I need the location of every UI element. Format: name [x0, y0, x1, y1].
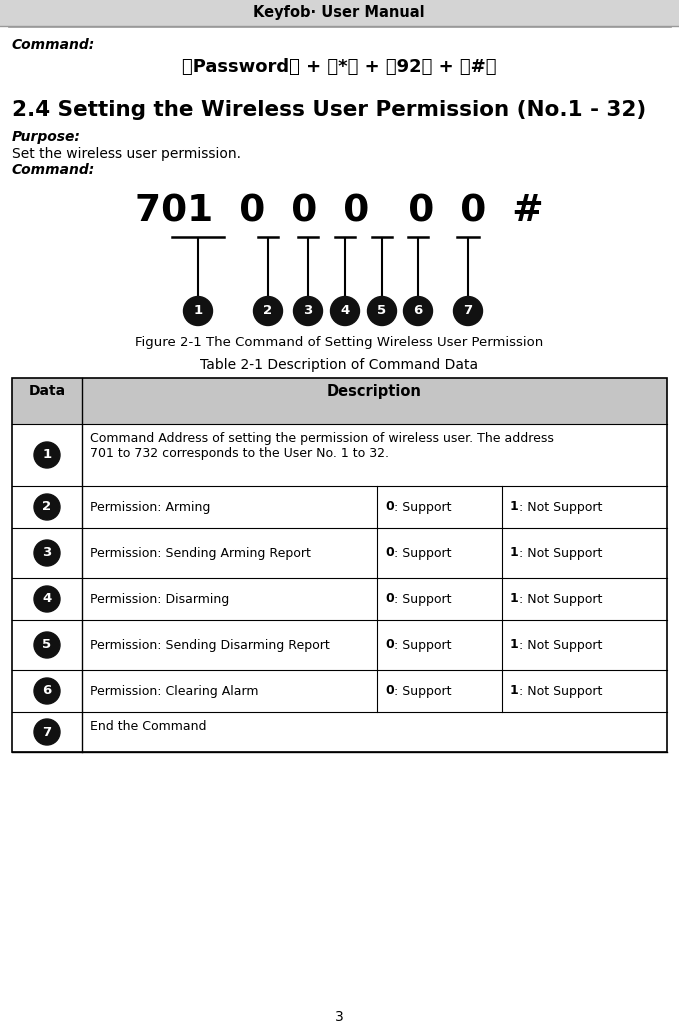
Text: : Support: : Support [394, 592, 452, 605]
Text: : Not Support: : Not Support [519, 592, 602, 605]
Text: 0: 0 [385, 592, 394, 605]
Circle shape [253, 297, 282, 325]
Circle shape [34, 678, 60, 704]
Text: 5: 5 [42, 638, 52, 652]
Text: 0: 0 [385, 547, 394, 559]
Text: 2: 2 [42, 501, 52, 513]
Text: 0: 0 [385, 638, 394, 652]
Text: 7: 7 [464, 305, 473, 317]
Bar [0, 0, 679, 26]
Text: 3: 3 [42, 547, 52, 559]
Circle shape [34, 540, 60, 566]
Text: : Not Support: : Not Support [519, 684, 602, 698]
Circle shape [34, 442, 60, 468]
Text: 0: 0 [385, 684, 394, 698]
Text: Table 2-1 Description of Command Data: Table 2-1 Description of Command Data [200, 358, 478, 372]
Circle shape [34, 632, 60, 658]
Text: 7: 7 [42, 725, 52, 739]
Circle shape [403, 297, 433, 325]
Circle shape [183, 297, 213, 325]
Text: 1: 1 [510, 501, 519, 513]
Text: 1: 1 [510, 638, 519, 652]
Text: Permission: Sending Disarming Report: Permission: Sending Disarming Report [90, 638, 330, 652]
Text: 【Password】 + 【*】 + 【92】 + 【#】: 【Password】 + 【*】 + 【92】 + 【#】 [182, 58, 496, 76]
Text: Permission: Clearing Alarm: Permission: Clearing Alarm [90, 684, 259, 698]
Text: Data: Data [29, 384, 66, 398]
Text: : Support: : Support [394, 684, 452, 698]
Text: : Not Support: : Not Support [519, 501, 602, 513]
Text: 1: 1 [194, 305, 202, 317]
Circle shape [34, 494, 60, 520]
Text: 3: 3 [335, 1010, 344, 1024]
Text: End the Command: End the Command [90, 720, 206, 733]
Text: Figure 2-1 The Command of Setting Wireless User Permission: Figure 2-1 The Command of Setting Wirele… [135, 336, 543, 349]
Text: Description: Description [327, 384, 422, 399]
Text: Command:: Command: [12, 38, 95, 52]
Bar [12, 378, 667, 424]
Circle shape [34, 719, 60, 745]
Text: : Support: : Support [394, 547, 452, 559]
Text: : Support: : Support [394, 638, 452, 652]
Text: Permission: Disarming: Permission: Disarming [90, 592, 230, 605]
Text: 6: 6 [42, 684, 52, 698]
Text: : Not Support: : Not Support [519, 547, 602, 559]
Text: 3: 3 [304, 305, 312, 317]
Circle shape [367, 297, 397, 325]
Text: 1: 1 [510, 684, 519, 698]
Text: 4: 4 [42, 592, 52, 605]
Text: 6: 6 [414, 305, 422, 317]
Circle shape [293, 297, 323, 325]
Text: 4: 4 [340, 305, 350, 317]
Text: 0: 0 [385, 501, 394, 513]
Text: 1: 1 [42, 448, 52, 462]
Text: Keyfob· User Manual: Keyfob· User Manual [253, 5, 425, 21]
Text: Permission: Sending Arming Report: Permission: Sending Arming Report [90, 547, 311, 559]
Circle shape [34, 586, 60, 611]
Text: 1: 1 [510, 547, 519, 559]
Text: : Not Support: : Not Support [519, 638, 602, 652]
Text: Command:: Command: [12, 163, 95, 177]
Text: Command Address of setting the permission of wireless user. The address
701 to 7: Command Address of setting the permissio… [90, 432, 554, 460]
Text: 701  0  0  0   0  0  #: 701 0 0 0 0 0 # [134, 193, 543, 229]
Text: Set the wireless user permission.: Set the wireless user permission. [12, 147, 241, 161]
Circle shape [454, 297, 483, 325]
Circle shape [331, 297, 359, 325]
Text: Permission: Arming: Permission: Arming [90, 501, 210, 513]
Text: Purpose:: Purpose: [12, 130, 81, 144]
Text: : Support: : Support [394, 501, 452, 513]
Text: 1: 1 [510, 592, 519, 605]
Text: 2: 2 [263, 305, 272, 317]
Text: 5: 5 [378, 305, 386, 317]
Text: 2.4 Setting the Wireless User Permission (No.1 - 32): 2.4 Setting the Wireless User Permission… [12, 100, 646, 120]
